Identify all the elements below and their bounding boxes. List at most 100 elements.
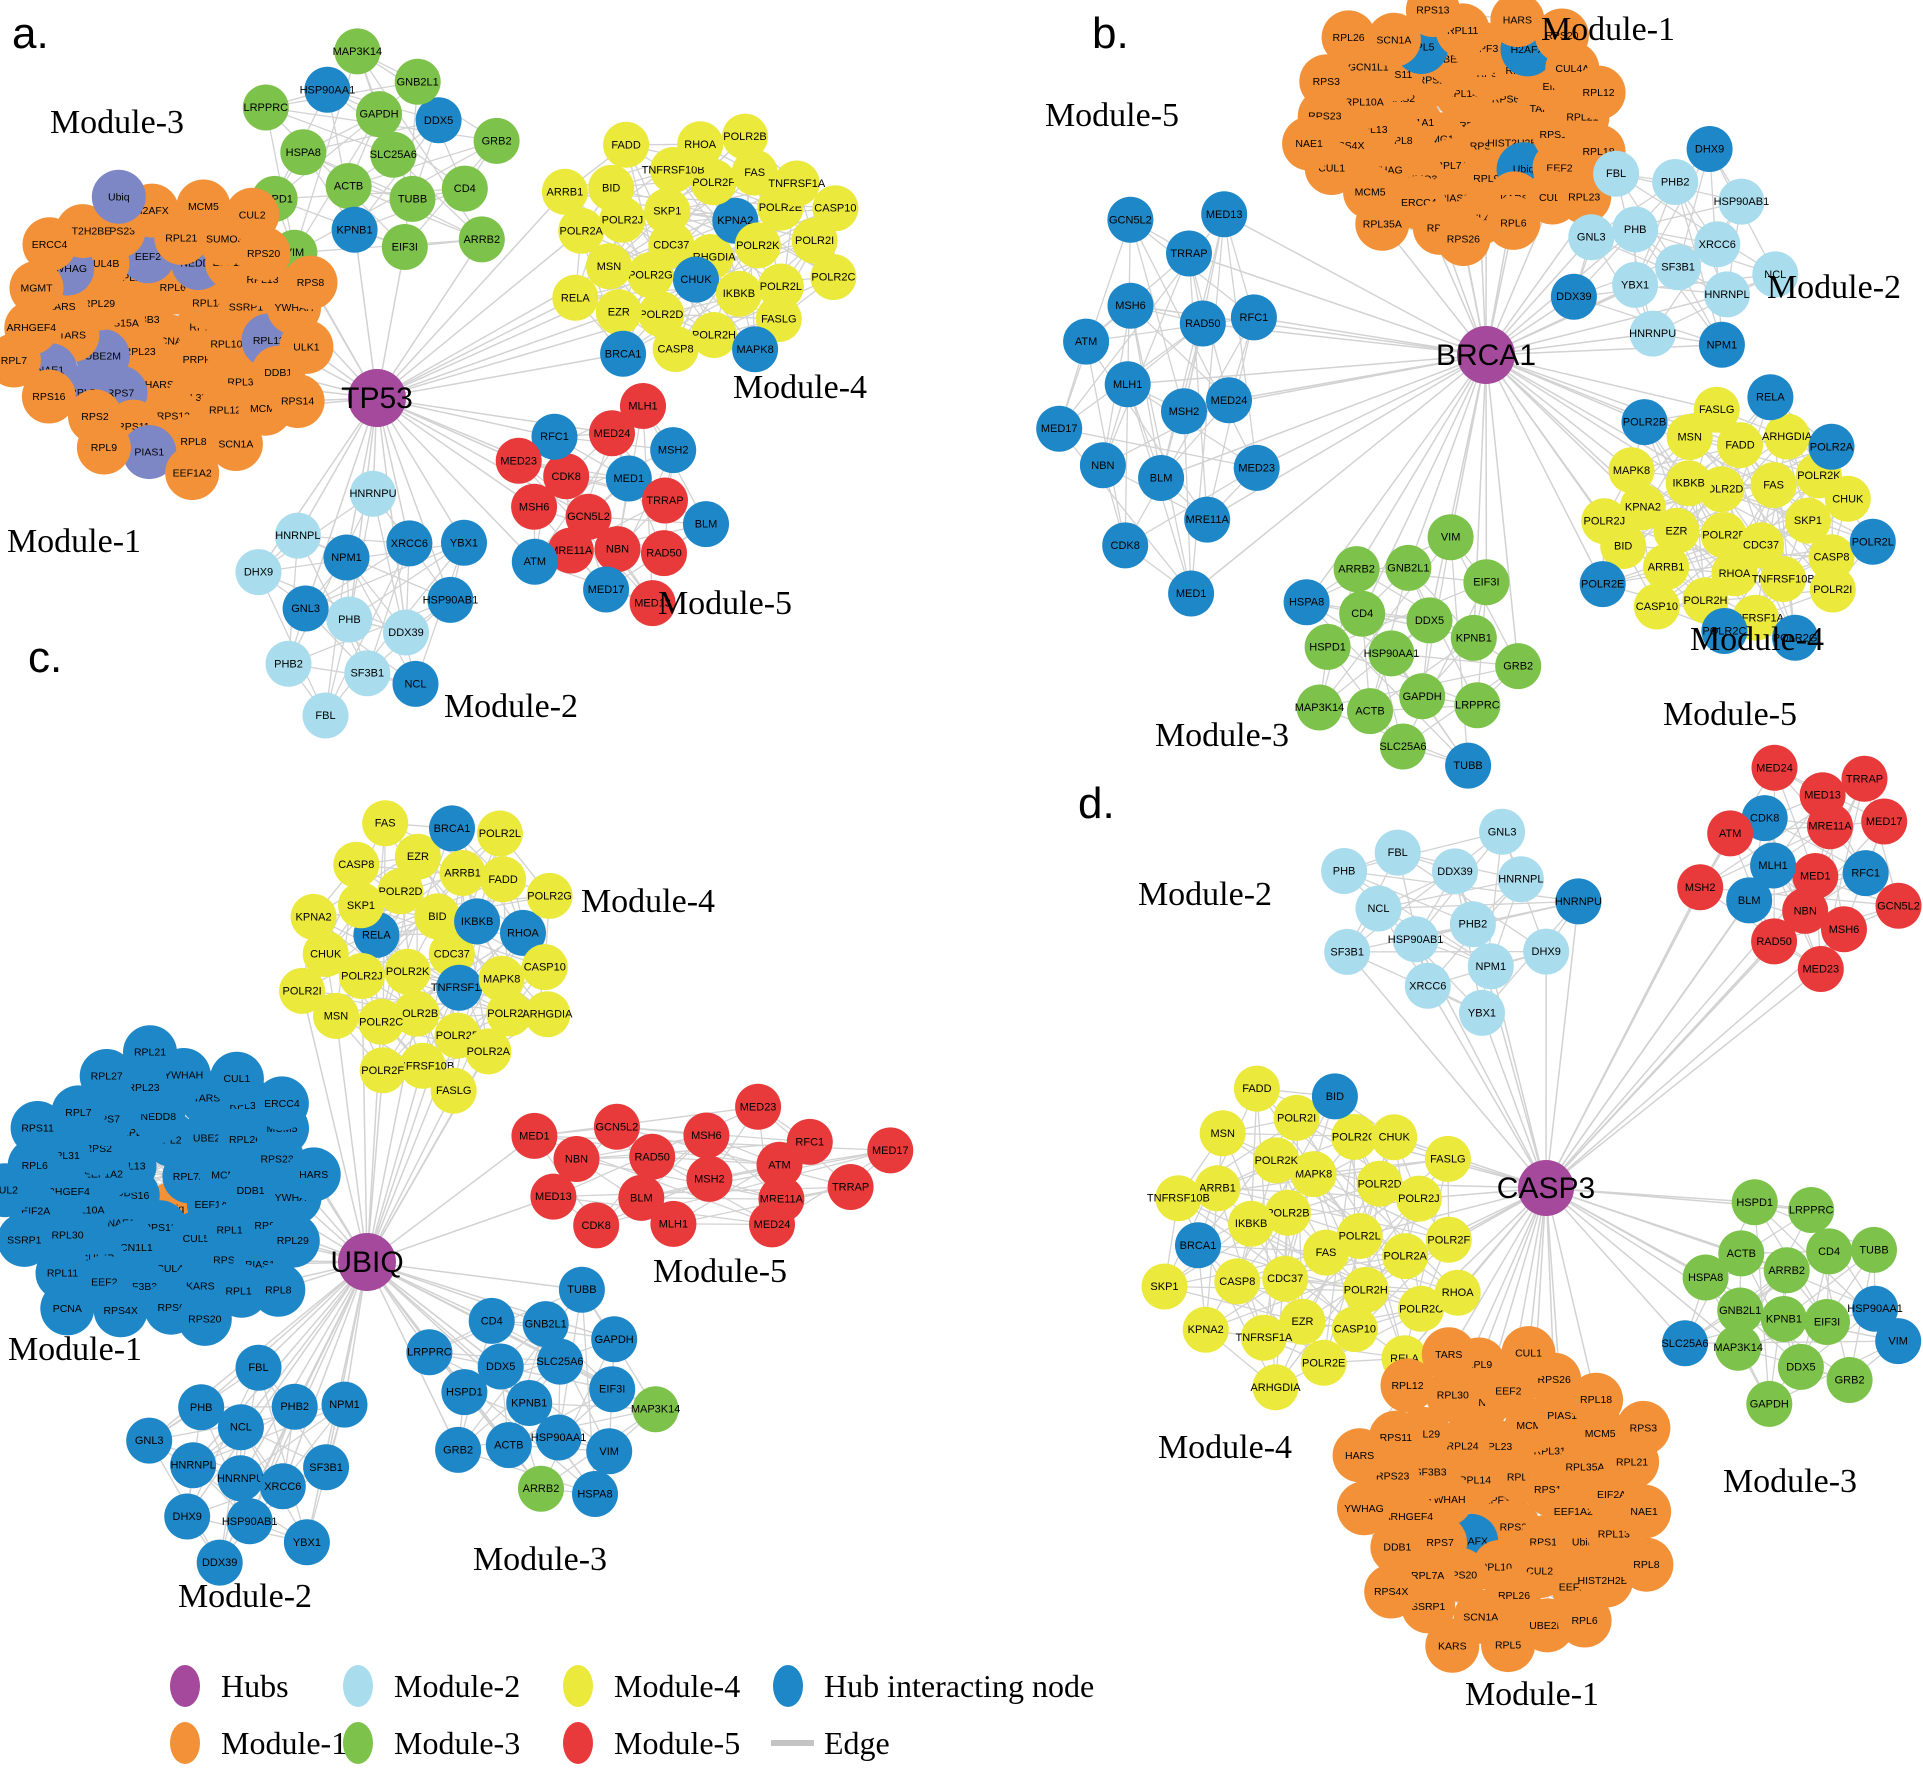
- node-POLR2L[interactable]: POLR2L: [1849, 518, 1896, 565]
- node-RPL12[interactable]: RPL12: [1571, 65, 1626, 120]
- node-RFC1[interactable]: RFC1: [1842, 850, 1889, 897]
- node-POLR2K[interactable]: POLR2K: [1253, 1137, 1300, 1184]
- node-HSPA8[interactable]: HSPA8: [572, 1471, 618, 1517]
- node-POLR2K[interactable]: POLR2K: [384, 948, 431, 995]
- node-VIM[interactable]: VIM: [1875, 1318, 1922, 1365]
- hub-CASP3[interactable]: CASP3: [1497, 1160, 1595, 1216]
- node-PHB2[interactable]: PHB2: [1449, 901, 1496, 948]
- node-MSH2[interactable]: MSH2: [686, 1155, 733, 1202]
- node-RPL9[interactable]: RPL9: [76, 420, 131, 475]
- node-GAPDH[interactable]: GAPDH: [1746, 1380, 1793, 1427]
- node-ARRB1[interactable]: ARRB1: [439, 850, 486, 896]
- node-GNL3[interactable]: GNL3: [1479, 808, 1526, 855]
- node-MED24[interactable]: MED24: [1206, 377, 1252, 424]
- node-GCN5L2[interactable]: GCN5L2: [1875, 882, 1922, 929]
- hub-TP53[interactable]: TP53: [341, 369, 413, 427]
- node-TRRAP[interactable]: TRRAP: [642, 477, 688, 524]
- node-RPL8[interactable]: RPL8: [251, 1262, 306, 1317]
- node-SLC25A6[interactable]: SLC25A6: [1379, 723, 1427, 770]
- node-GCN5L2[interactable]: GCN5L2: [1107, 196, 1154, 243]
- node-PHB[interactable]: PHB: [178, 1384, 225, 1431]
- node-CDK8[interactable]: CDK8: [1102, 522, 1149, 569]
- node-MCM5[interactable]: MCM5: [176, 179, 231, 234]
- node-VIM[interactable]: VIM: [586, 1428, 633, 1475]
- node-POLR2G[interactable]: POLR2G: [1331, 1113, 1378, 1160]
- node-EIF3I[interactable]: EIF3I: [1463, 559, 1510, 606]
- node-MLH1[interactable]: MLH1: [620, 383, 666, 429]
- node-HNRNPU[interactable]: HNRNPU: [349, 470, 397, 517]
- node-RAD50[interactable]: RAD50: [629, 1133, 676, 1180]
- node-POLR2L[interactable]: POLR2L: [476, 810, 523, 857]
- hub-UBIQ[interactable]: UBIQ: [330, 1233, 404, 1291]
- node-ARHGDIA[interactable]: ARHGDIA: [1250, 1364, 1301, 1411]
- node-RPS3[interactable]: RPS3: [1616, 1400, 1671, 1455]
- node-RPL35A[interactable]: RPL35A: [1355, 196, 1410, 251]
- node-RPS4X[interactable]: RPS4X: [93, 1283, 148, 1338]
- node-MED23[interactable]: MED23: [1797, 946, 1844, 992]
- node-CASP10[interactable]: CASP10: [1633, 583, 1680, 630]
- node-MED13[interactable]: MED13: [1201, 191, 1248, 238]
- node-MRE11A[interactable]: MRE11A: [1184, 496, 1231, 543]
- node-FASLG[interactable]: FASLG: [1693, 386, 1740, 433]
- node-FAS[interactable]: FAS: [362, 800, 409, 847]
- node-TUBB[interactable]: TUBB: [558, 1266, 605, 1313]
- node-DHX9[interactable]: DHX9: [1523, 928, 1570, 975]
- node-SF3B1[interactable]: SF3B1: [1655, 244, 1702, 291]
- node-NCL[interactable]: NCL: [392, 660, 439, 707]
- node-MED23[interactable]: MED23: [1233, 444, 1280, 491]
- node-RPS20[interactable]: RPS20: [177, 1291, 232, 1346]
- node-HSPA8[interactable]: HSPA8: [1682, 1254, 1729, 1301]
- node-MAPK8[interactable]: MAPK8: [732, 326, 779, 373]
- node-RHOA[interactable]: RHOA: [1434, 1269, 1481, 1316]
- node-ARRB2[interactable]: ARRB2: [518, 1465, 564, 1512]
- node-RFC1[interactable]: RFC1: [1230, 294, 1277, 341]
- node-RHOA[interactable]: RHOA: [677, 121, 724, 168]
- node-DDX5[interactable]: DDX5: [1406, 597, 1453, 644]
- node-RELA[interactable]: RELA: [1747, 374, 1794, 421]
- node-NPM1[interactable]: NPM1: [1467, 943, 1514, 990]
- node-HSP90AB1[interactable]: HSP90AB1: [222, 1498, 278, 1545]
- node-Ubiq[interactable]: Ubiq: [91, 169, 146, 224]
- node-SLC25A6[interactable]: SLC25A6: [1661, 1320, 1709, 1367]
- node-GRB2[interactable]: GRB2: [473, 117, 520, 164]
- node-FADD[interactable]: FADD: [1233, 1065, 1280, 1112]
- node-BLM[interactable]: BLM: [1138, 455, 1185, 501]
- node-POLR2F[interactable]: POLR2F: [1425, 1216, 1472, 1263]
- node-RPS11[interactable]: RPS11: [10, 1101, 65, 1155]
- node-CUL2[interactable]: CUL2: [225, 187, 280, 242]
- node-NBN[interactable]: NBN: [594, 526, 641, 573]
- node-IKBKB[interactable]: IKBKB: [715, 270, 762, 317]
- node-KPNB1[interactable]: KPNB1: [331, 206, 378, 253]
- node-SKP1[interactable]: SKP1: [1141, 1263, 1188, 1310]
- node-MAP3K14[interactable]: MAP3K14: [333, 28, 383, 75]
- node-NBN[interactable]: NBN: [1079, 442, 1126, 489]
- node-POLR2H[interactable]: POLR2H: [1342, 1266, 1389, 1313]
- node-RAD50[interactable]: RAD50: [1751, 918, 1798, 965]
- node-XRCC6[interactable]: XRCC6: [259, 1463, 306, 1510]
- node-MLH1[interactable]: MLH1: [1104, 361, 1151, 408]
- node-PHB[interactable]: PHB: [1612, 206, 1659, 253]
- node-NCL[interactable]: NCL: [1355, 885, 1402, 932]
- node-CD4[interactable]: CD4: [441, 165, 488, 212]
- node-RAD50[interactable]: RAD50: [1179, 300, 1226, 347]
- node-FADD[interactable]: FADD: [480, 856, 527, 903]
- node-RPS26[interactable]: RPS26: [1436, 212, 1491, 266]
- node-CHUK[interactable]: CHUK: [1371, 1114, 1418, 1161]
- node-LRPPRC[interactable]: LRPPRC: [242, 84, 289, 131]
- node-FASLG[interactable]: FASLG: [430, 1067, 477, 1114]
- node-GAPDH[interactable]: GAPDH: [356, 91, 402, 138]
- node-GNB2L1[interactable]: GNB2L1: [522, 1301, 569, 1348]
- node-LRPPRC[interactable]: LRPPRC: [1788, 1187, 1835, 1233]
- node-EIF3I[interactable]: EIF3I: [1804, 1299, 1850, 1345]
- node-POLR2A[interactable]: POLR2A: [1808, 423, 1855, 470]
- node-LRPPRC[interactable]: LRPPRC: [1454, 682, 1501, 729]
- node-ATM[interactable]: ATM: [1707, 810, 1754, 857]
- node-DDX39[interactable]: DDX39: [1432, 848, 1478, 895]
- node-EEF1A2[interactable]: EEF1A2: [165, 446, 220, 500]
- node-MED23[interactable]: MED23: [735, 1083, 782, 1130]
- node-FBL[interactable]: FBL: [1593, 150, 1640, 197]
- node-POLR2J[interactable]: POLR2J: [1581, 498, 1628, 545]
- node-BLM[interactable]: BLM: [1726, 877, 1773, 924]
- node-POLR2I[interactable]: POLR2I: [279, 967, 326, 1014]
- node-TRRAP[interactable]: TRRAP: [1841, 755, 1888, 802]
